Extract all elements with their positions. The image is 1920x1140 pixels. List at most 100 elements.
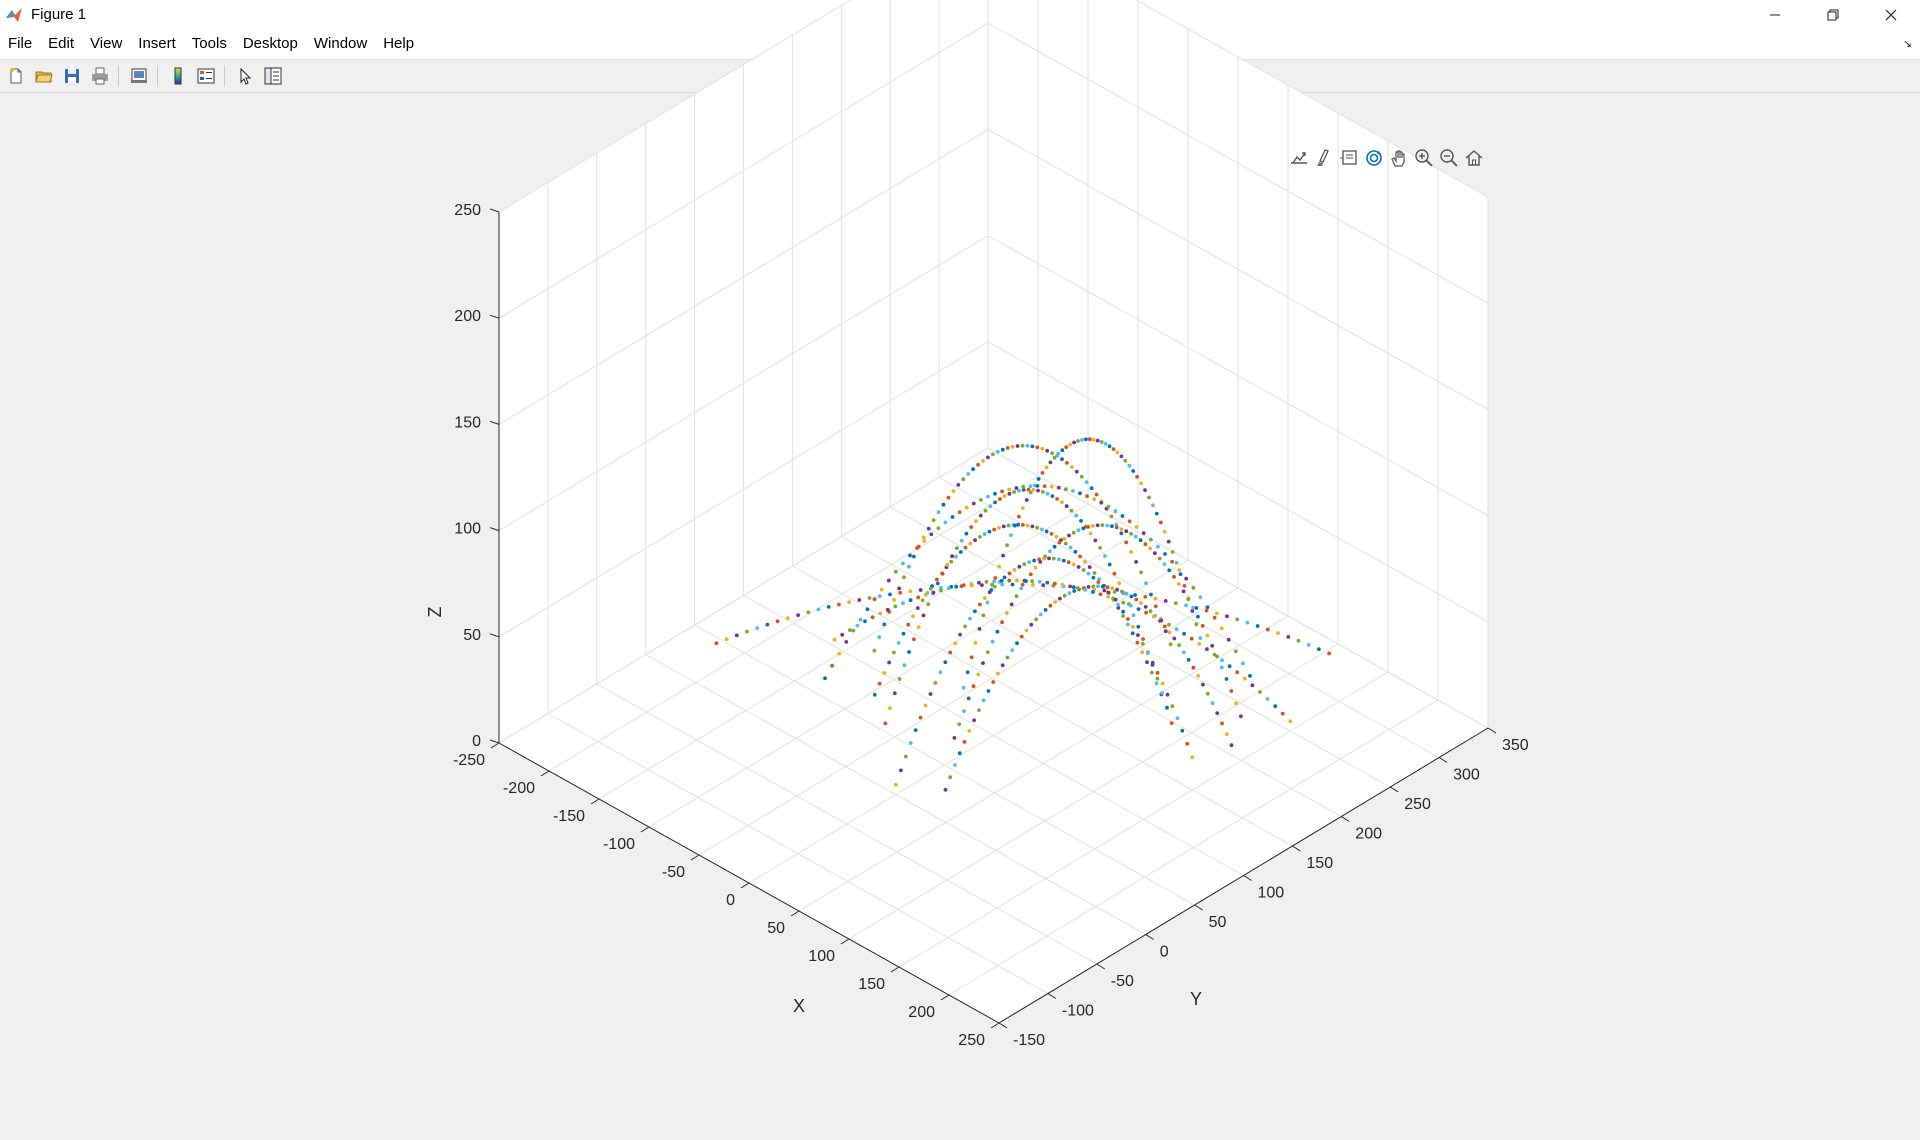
data-point xyxy=(1174,560,1179,565)
data-point xyxy=(915,606,920,610)
dock-figure-icon[interactable]: ↘ xyxy=(1902,38,1912,50)
data-point xyxy=(1010,444,1015,449)
data-point xyxy=(1276,631,1280,635)
data-point xyxy=(973,538,977,542)
data-point xyxy=(1025,443,1030,448)
data-point xyxy=(976,462,980,467)
data-point xyxy=(987,529,992,534)
data-point xyxy=(1182,584,1187,588)
data-point xyxy=(1143,594,1148,599)
print-preview-button[interactable] xyxy=(127,64,151,88)
restore-button[interactable] xyxy=(1804,0,1862,29)
edit-plot-button[interactable] xyxy=(233,64,257,88)
menu-window[interactable]: Window xyxy=(313,35,368,52)
print-button[interactable] xyxy=(88,64,112,88)
data-point xyxy=(1155,676,1160,681)
data-point xyxy=(1105,585,1110,590)
data-point xyxy=(940,571,945,576)
z-tick-label: 0 xyxy=(472,733,481,750)
data-point xyxy=(1030,579,1034,584)
legend-icon xyxy=(197,68,215,84)
data-point xyxy=(1098,546,1102,550)
data-tips-button[interactable] xyxy=(1338,147,1360,169)
data-point xyxy=(907,650,911,654)
data-point xyxy=(899,768,903,773)
restore-view-button[interactable] xyxy=(1463,147,1485,169)
data-point xyxy=(1071,489,1075,493)
data-point xyxy=(946,495,951,500)
data-point xyxy=(1248,674,1252,678)
data-point xyxy=(892,598,896,602)
data-point xyxy=(1030,444,1035,449)
data-point xyxy=(1143,488,1147,492)
data-point xyxy=(745,629,749,634)
data-markers xyxy=(714,437,1331,792)
data-point xyxy=(901,631,906,636)
data-point xyxy=(1110,586,1115,591)
data-point xyxy=(1190,755,1195,760)
menu-view[interactable]: View xyxy=(90,35,123,52)
data-point xyxy=(1150,660,1155,665)
y-tick-label: 200 xyxy=(1355,826,1382,843)
data-point xyxy=(957,751,962,756)
menu-help[interactable]: Help xyxy=(383,35,415,52)
data-point xyxy=(1047,556,1051,561)
data-point xyxy=(1162,529,1167,534)
close-button[interactable] xyxy=(1862,0,1920,29)
data-point xyxy=(1189,636,1194,641)
menu-file[interactable]: File xyxy=(8,35,33,52)
data-point xyxy=(950,515,955,519)
data-point xyxy=(894,782,898,787)
data-point xyxy=(1224,677,1229,681)
data-point xyxy=(1175,716,1180,721)
data-point xyxy=(1163,552,1167,556)
property-inspector-button[interactable] xyxy=(261,64,285,88)
data-point xyxy=(1149,670,1154,675)
data-point xyxy=(1174,601,1178,605)
new-figure-button[interactable] xyxy=(4,64,28,88)
data-point xyxy=(1185,741,1190,746)
menu-insert[interactable]: Insert xyxy=(138,35,176,52)
data-point xyxy=(1052,544,1057,549)
save-button[interactable] xyxy=(60,64,84,88)
y-tick xyxy=(1389,786,1399,793)
data-point xyxy=(997,564,1002,569)
pan-button[interactable] xyxy=(1388,147,1410,169)
matlab-logo-icon[interactable] xyxy=(5,6,23,24)
data-point xyxy=(1067,591,1072,595)
export-button[interactable] xyxy=(1288,147,1310,169)
data-point xyxy=(916,595,921,600)
data-point xyxy=(1121,609,1125,614)
x-tick xyxy=(790,910,800,917)
data-point xyxy=(1144,610,1148,615)
menu-desktop[interactable]: Desktop xyxy=(242,35,298,52)
data-point xyxy=(1032,483,1037,488)
minimize-button[interactable] xyxy=(1746,0,1804,29)
data-point xyxy=(865,607,870,612)
data-point xyxy=(1306,643,1311,647)
rotate-3d-button[interactable] xyxy=(1363,147,1385,169)
data-point xyxy=(969,525,974,529)
data-point xyxy=(1074,469,1079,474)
data-point xyxy=(1135,640,1140,645)
zoom-in-button[interactable] xyxy=(1413,147,1435,169)
data-point xyxy=(981,661,985,665)
data-point xyxy=(962,740,967,744)
data-point xyxy=(1136,624,1141,629)
data-point xyxy=(1095,438,1100,443)
zoom-out-button[interactable] xyxy=(1438,147,1460,169)
menu-edit[interactable]: Edit xyxy=(48,35,75,52)
data-point xyxy=(1040,446,1045,451)
data-point xyxy=(1205,691,1210,696)
data-point xyxy=(918,715,923,720)
insert-legend-button[interactable] xyxy=(194,64,218,88)
insert-colorbar-button[interactable] xyxy=(166,64,190,88)
data-point xyxy=(1286,635,1291,639)
open-file-button[interactable] xyxy=(32,64,56,88)
data-point xyxy=(1017,514,1021,519)
data-point xyxy=(872,597,877,602)
data-point xyxy=(1112,571,1117,576)
brush-button[interactable] xyxy=(1313,147,1335,169)
menu-tools[interactable]: Tools xyxy=(191,35,227,52)
